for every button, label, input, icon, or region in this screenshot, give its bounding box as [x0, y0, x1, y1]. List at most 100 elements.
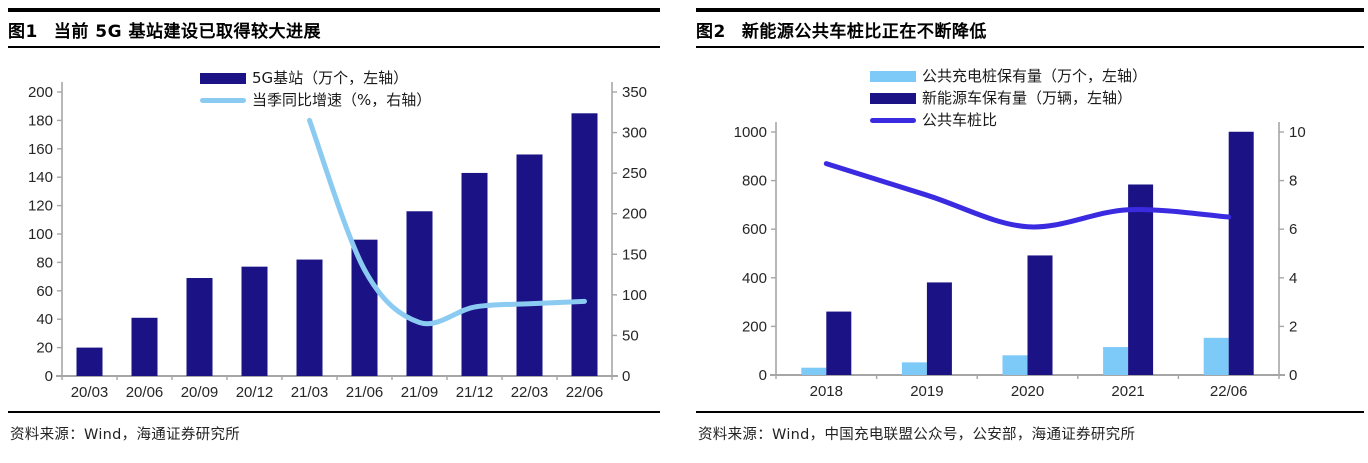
- svg-text:22/03: 22/03: [511, 384, 549, 401]
- trend-line: [823, 161, 1232, 230]
- figure-panel-2: 图2 新能源公共车桩比正在不断降低 0 200 400 600 800 1000 0 2 4 6 8…: [696, 8, 1364, 463]
- figure-2-title: 图2 新能源公共车桩比正在不断降低: [696, 12, 1364, 46]
- svg-text:2019: 2019: [910, 383, 943, 400]
- svg-text:1000: 1000: [734, 124, 767, 141]
- svg-text:60: 60: [36, 283, 53, 300]
- svg-text:120: 120: [28, 198, 53, 215]
- svg-text:160: 160: [28, 141, 53, 158]
- bar-22/06: [1203, 337, 1229, 375]
- legend-label: 公共充电桩保有量（万个，左轴）: [922, 67, 1148, 85]
- svg-text:40: 40: [36, 311, 53, 328]
- svg-text:0: 0: [759, 367, 767, 384]
- bar-20/03: [76, 347, 103, 376]
- svg-text:22/06: 22/06: [566, 384, 604, 401]
- svg-text:2020: 2020: [1011, 383, 1044, 400]
- svg-text:250: 250: [622, 165, 647, 182]
- legend-line-swatch: [870, 118, 916, 123]
- figure-1-title-text: 当前 5G 基站建设已取得较大进展: [53, 21, 321, 42]
- svg-text:600: 600: [742, 221, 767, 238]
- legend-label: 公共车桩比: [922, 111, 998, 129]
- footer-rule: [696, 411, 1364, 413]
- bar-21/09: [406, 211, 433, 376]
- svg-text:80: 80: [36, 254, 53, 271]
- bar-2021: [1103, 347, 1129, 375]
- figure-2-title-text: 新能源公共车桩比正在不断降低: [741, 21, 987, 42]
- title-rule: [8, 46, 660, 48]
- svg-text:20/03: 20/03: [71, 384, 109, 401]
- source-note-1: 资料来源：Wind，海通证券研究所: [10, 427, 241, 443]
- svg-text:100: 100: [28, 226, 53, 243]
- svg-text:2: 2: [1289, 318, 1297, 335]
- trend-line: [307, 117, 587, 327]
- bar-21/03: [296, 259, 323, 376]
- bar-22/03: [516, 154, 543, 376]
- svg-text:150: 150: [622, 246, 647, 263]
- bar-2021: [1128, 184, 1154, 375]
- svg-text:21/09: 21/09: [401, 384, 439, 401]
- legend-bar-swatch: [870, 93, 916, 104]
- legend-item: 公共车桩比: [870, 112, 1147, 129]
- svg-text:20/12: 20/12: [236, 384, 274, 401]
- bar-20/12: [241, 266, 268, 376]
- svg-text:22/06: 22/06: [1210, 383, 1248, 400]
- source-note-2: 资料来源：Wind，中国充电联盟公众号，公安部，海通证券研究所: [698, 427, 1136, 443]
- legend-item: 公共充电桩保有量（万个，左轴）: [870, 68, 1147, 85]
- panel-top-rule: [8, 8, 660, 12]
- figure-1-label: 图1: [8, 21, 38, 42]
- svg-text:0: 0: [1289, 367, 1297, 384]
- bar-20/06: [131, 317, 158, 376]
- svg-text:20/09: 20/09: [181, 384, 219, 401]
- svg-text:400: 400: [742, 270, 767, 287]
- svg-text:0: 0: [45, 368, 53, 385]
- bar-21/06: [351, 239, 378, 376]
- figure-panel-1: 图1 当前 5G 基站建设已取得较大进展 0 20 40 60 80 100 120 140 1…: [8, 8, 660, 463]
- svg-text:300: 300: [622, 125, 647, 142]
- legend-item: 5G基站（万个，左轴）: [200, 70, 431, 87]
- legend-line-swatch: [200, 98, 246, 103]
- figure-1-title: 图1 当前 5G 基站建设已取得较大进展: [8, 12, 660, 46]
- svg-text:350: 350: [622, 84, 647, 101]
- chart-area-2: 0 200 400 600 800 1000 0 2 4 6 8 10 2018 2019 2020 2021…: [696, 48, 1364, 411]
- svg-text:20/06: 20/06: [126, 384, 164, 401]
- svg-text:200: 200: [28, 84, 53, 101]
- bar-2018: [801, 367, 827, 375]
- svg-text:10: 10: [1289, 124, 1306, 141]
- legend-item: 当季同比增速（%，右轴）: [200, 92, 431, 109]
- legend-bar-swatch: [200, 73, 246, 84]
- title-rule: [696, 46, 1364, 48]
- bar-2019: [926, 282, 952, 375]
- footer-rule: [8, 411, 660, 413]
- figure-2-label: 图2: [696, 21, 726, 42]
- bar-21/12: [461, 172, 488, 376]
- legend-bar-swatch: [870, 71, 916, 82]
- legend-label: 5G基站（万个，左轴）: [252, 69, 409, 87]
- svg-text:21/06: 21/06: [346, 384, 384, 401]
- panel-top-rule: [696, 8, 1364, 12]
- bar-22/06: [571, 113, 598, 377]
- svg-text:8: 8: [1289, 173, 1297, 190]
- svg-text:6: 6: [1289, 221, 1297, 238]
- bar-2020: [1002, 355, 1028, 375]
- svg-text:4: 4: [1289, 270, 1297, 287]
- chart-area-1: 0 20 40 60 80 100 120 140 160 180 200 0 50 100 150 200 2…: [8, 48, 660, 411]
- svg-text:21/03: 21/03: [291, 384, 329, 401]
- svg-text:200: 200: [742, 318, 767, 335]
- bar-20/09: [186, 278, 213, 376]
- legend-label: 当季同比增速（%，右轴）: [252, 91, 432, 109]
- svg-text:100: 100: [622, 287, 647, 304]
- legend-label: 新能源车保有量（万辆，左轴）: [922, 89, 1133, 107]
- svg-text:2021: 2021: [1111, 383, 1144, 400]
- svg-text:0: 0: [622, 368, 630, 385]
- combo-chart-5g-basestations: 0 20 40 60 80 100 120 140 160 180 200 0 50 100 150 200 2…: [28, 82, 647, 401]
- legend-item: 新能源车保有量（万辆，左轴）: [870, 90, 1147, 107]
- svg-text:200: 200: [622, 206, 647, 223]
- svg-text:800: 800: [742, 173, 767, 190]
- svg-text:2018: 2018: [810, 383, 843, 400]
- svg-text:20: 20: [36, 340, 53, 357]
- svg-text:140: 140: [28, 169, 53, 186]
- chart-1-legend: 5G基站（万个，左轴） 当季同比增速（%，右轴）: [200, 70, 431, 109]
- combo-chart-ev-charging-piles: 0 200 400 600 800 1000 0 2 4 6 8 10 2018 2019 2020 2021…: [734, 122, 1306, 400]
- svg-text:180: 180: [28, 112, 53, 129]
- bar-22/06: [1228, 131, 1254, 375]
